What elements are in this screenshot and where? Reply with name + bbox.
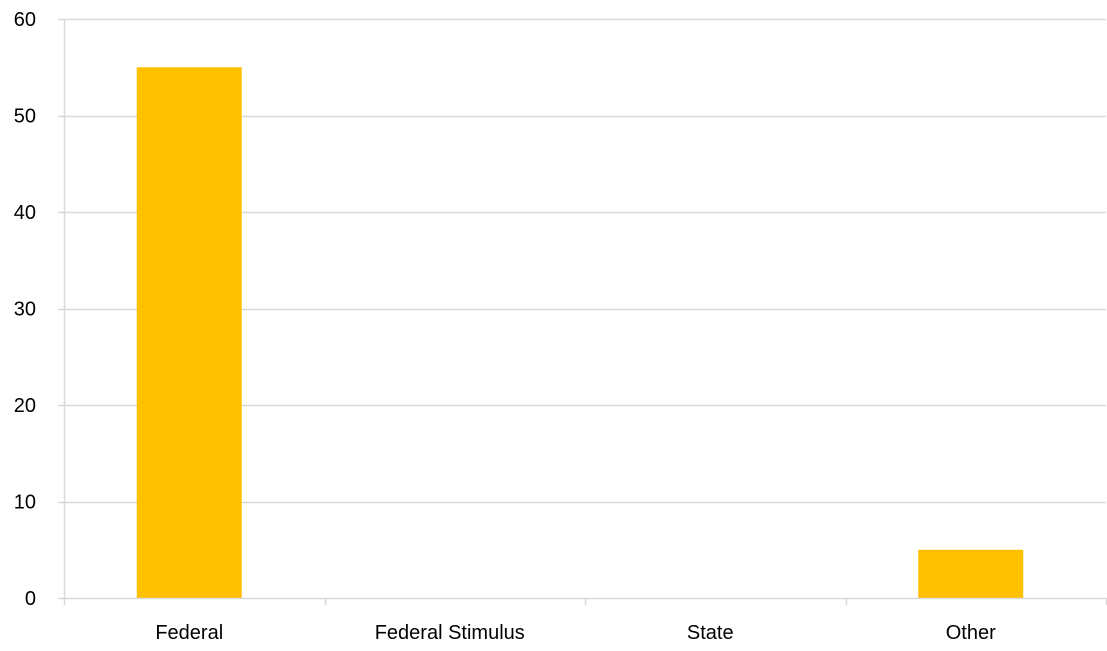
x-tick-label: Other (946, 622, 996, 644)
y-tick-label: 40 (14, 202, 36, 224)
bar-federal (136, 67, 242, 598)
x-tick-label: State (687, 622, 734, 644)
y-tick-label: 30 (14, 299, 36, 321)
axes (58, 18, 1107, 605)
labels: 0 10 20 30 40 50 60 Federal Federal Stimulus Stat… (14, 9, 996, 644)
y-tick-label: 20 (14, 395, 36, 417)
x-tick-label: Federal (155, 622, 223, 644)
bar-other (918, 549, 1024, 598)
y-tick-label: 10 (14, 492, 36, 514)
bars (136, 67, 1024, 598)
y-tick-label: 0 (25, 588, 36, 610)
y-tick-label: 50 (14, 106, 36, 128)
y-tick-label: 60 (14, 9, 36, 31)
x-tick-label: Federal Stimulus (375, 622, 525, 644)
